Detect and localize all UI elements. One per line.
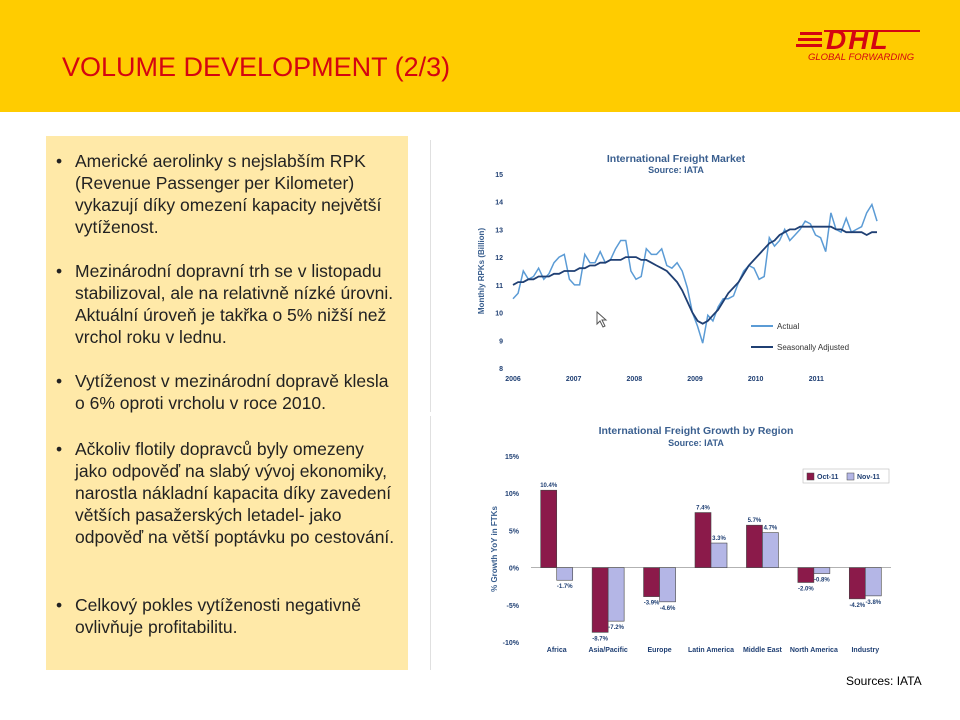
bar-oct-11 [746,524,763,568]
y-tick-label: 14 [495,200,503,207]
chart-title: International Freight Market [607,153,746,165]
x-tick-label: 2007 [566,376,582,383]
y-axis-label: Monthly RPKs (Billion) [477,228,486,315]
data-label: 4.7% [764,526,778,532]
bullet-dot-icon: • [56,261,63,281]
data-label: -3.9% [644,601,660,607]
data-label: -4.6% [660,606,676,612]
chart-subtitle: Source: IATA [648,165,704,175]
data-label: -2.0% [798,586,814,592]
slide-title: VOLUME DEVELOPMENT (2/3) [62,52,451,82]
x-tick-label: Africa [547,647,567,654]
legend-swatch [846,472,855,481]
y-tick-label: 15 [495,172,503,179]
dhl-logo: DHL GLOBAL FORWARDING [796,24,920,63]
header-bar [0,0,960,112]
data-label: -8.7% [592,636,608,642]
x-tick-label: Industry [851,647,879,654]
bar-nov-11 [762,532,779,568]
bar-nov-11 [659,567,676,603]
data-label: -7.2% [608,625,624,631]
data-label: -0.8% [814,578,830,584]
bar-oct-11 [694,512,712,568]
data-label: -4.2% [849,603,865,609]
regional-growth-svg: International Freight Growth by RegionSo… [490,425,891,654]
y-tick-label: 12 [495,255,503,262]
data-label: -3.8% [865,600,881,606]
x-tick-label: Europe [648,647,672,654]
chart-subtitle: Source: IATA [668,438,724,448]
data-label: 5.7% [748,518,762,524]
x-tick-label: 2009 [687,376,703,383]
bar-nov-11 [710,542,728,568]
legend-swatch [806,472,815,481]
series-line-actual [512,202,878,344]
bullet-item: • Celkový pokles vytíženosti negativně ov… [56,595,361,637]
x-tick-label: 2010 [748,376,764,383]
bullet-dot-icon: • [56,595,63,615]
y-tick-label: 0% [509,566,520,573]
bar-oct-11 [540,489,558,568]
x-tick-label: North America [790,647,838,654]
bar-nov-11 [864,567,882,597]
chart-title: International Freight Growth by Region [599,425,794,437]
bullet-dot-icon: • [56,151,63,171]
data-label: 10.4% [540,483,558,489]
bullet-dot-icon: • [56,371,63,391]
mouse-cursor-icon [596,310,608,328]
bullet-dot-icon: • [56,439,63,459]
dhl-logo-speed-lines [796,32,822,47]
y-tick-label: 15% [505,454,520,461]
bullet-item: • Mezinárodní dopravní trh se v listopadu… [56,261,394,347]
legend-label: Actual [777,322,799,331]
bar-oct-11 [848,567,866,600]
legend-label: Nov-11 [857,474,880,481]
bullet-box: • Americké aerolinky s nejslabším RPK (Re… [46,136,408,670]
regional-growth-chart: International Freight Growth by Region So… [430,416,960,670]
x-tick-label: Latin America [688,647,734,654]
bar-nov-11 [813,567,831,574]
y-tick-label: -10% [503,640,520,647]
x-tick-label: 2008 [627,376,643,383]
data-label: 3.3% [712,536,726,542]
legend-label: Seasonally Adjusted [777,343,849,352]
y-tick-label: 8 [499,366,503,373]
y-tick-label: 10% [505,491,520,498]
y-tick-label: 11 [496,283,504,290]
dhl-logo-subtitle: GLOBAL FORWARDING [808,52,914,63]
bar-oct-11 [591,567,609,633]
data-label: 7.4% [696,506,710,512]
bullet-item: • Vytíženost v mezinárodní dopravě klesla… [56,371,389,413]
bar-nov-11 [607,567,625,622]
y-tick-label: 13 [495,227,503,234]
x-tick-label: 2011 [809,376,824,383]
x-tick-label: 2006 [505,376,521,383]
bar-oct-11 [643,567,660,597]
legend-label: Oct-11 [817,474,839,481]
bullet-item: • Americké aerolinky s nejslabším RPK (Re… [56,151,382,237]
bullet-item: • Ačkoliv flotily dopravců byly omezeny j… [56,439,395,547]
y-axis-label: % Growth YoY in FTKs [490,506,499,592]
series-line-seasonally-adjusted [512,225,877,325]
data-label: -1.7% [557,584,573,590]
y-tick-label: 5% [509,528,520,535]
bar-oct-11 [797,567,815,583]
x-tick-label: Asia/Pacific [588,647,627,654]
sources-note: Sources: IATA [846,674,922,688]
x-tick-label: Middle East [743,647,783,654]
y-tick-label: 9 [499,338,503,345]
y-tick-label: 10 [495,311,503,318]
legend-box [802,468,890,484]
dhl-logo-text: DHL [826,24,890,55]
y-tick-label: -5% [507,603,520,610]
freight-market-chart: International Freight Market Source: IATA… [430,140,960,412]
bar-nov-11 [556,567,574,581]
